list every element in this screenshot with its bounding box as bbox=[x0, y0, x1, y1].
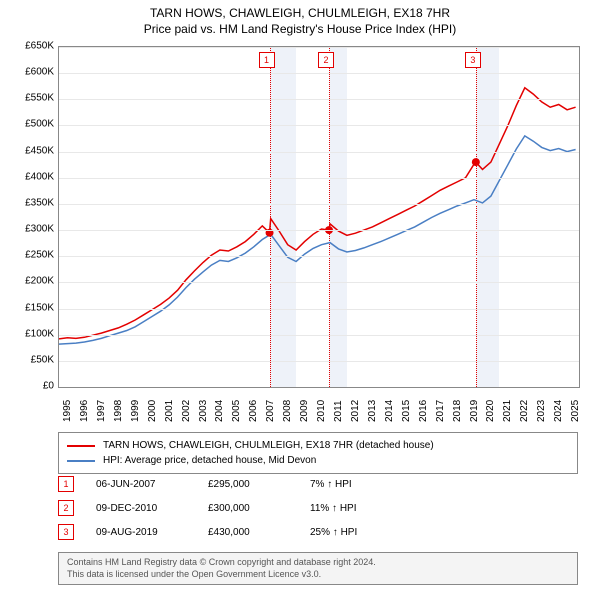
chart-title-block: TARN HOWS, CHAWLEIGH, CHULMLEIGH, EX18 7… bbox=[0, 0, 600, 37]
x-tick-label: 1997 bbox=[96, 400, 107, 422]
x-tick-label: 2018 bbox=[452, 400, 463, 422]
x-tick-label: 1998 bbox=[113, 400, 124, 422]
event-marker-box: 1 bbox=[58, 476, 74, 492]
event-diff: 7% ↑ HPI bbox=[310, 479, 400, 490]
y-tick-label: £600K bbox=[25, 67, 54, 78]
y-tick-label: £450K bbox=[25, 145, 54, 156]
x-tick-label: 1996 bbox=[79, 400, 90, 422]
event-date: 06-JUN-2007 bbox=[96, 479, 186, 490]
event-marker-box: 3 bbox=[58, 524, 74, 540]
event-row: 3 09-AUG-2019 £430,000 25% ↑ HPI bbox=[58, 524, 578, 540]
legend-swatch bbox=[67, 445, 95, 447]
event-row: 2 09-DEC-2010 £300,000 11% ↑ HPI bbox=[58, 500, 578, 516]
y-tick-label: £0 bbox=[43, 381, 54, 392]
events-table: 1 06-JUN-2007 £295,000 7% ↑ HPI 2 09-DEC… bbox=[58, 476, 578, 548]
price-chart-container: TARN HOWS, CHAWLEIGH, CHULMLEIGH, EX18 7… bbox=[0, 0, 600, 590]
chart-footer: Contains HM Land Registry data © Crown c… bbox=[58, 552, 578, 585]
x-tick-label: 2014 bbox=[384, 400, 395, 422]
x-tick-label: 2020 bbox=[485, 400, 496, 422]
legend-row: HPI: Average price, detached house, Mid … bbox=[67, 453, 569, 468]
x-tick-label: 2008 bbox=[282, 400, 293, 422]
x-tick-label: 2022 bbox=[519, 400, 530, 422]
x-tick-label: 2019 bbox=[469, 400, 480, 422]
event-date: 09-DEC-2010 bbox=[96, 503, 186, 514]
x-tick-label: 2001 bbox=[164, 400, 175, 422]
legend-swatch bbox=[67, 460, 95, 462]
event-diff: 11% ↑ HPI bbox=[310, 503, 400, 514]
x-tick-label: 2011 bbox=[333, 400, 344, 422]
legend-row: TARN HOWS, CHAWLEIGH, CHULMLEIGH, EX18 7… bbox=[67, 438, 569, 453]
marker-box: 1 bbox=[259, 52, 275, 68]
event-price: £300,000 bbox=[208, 503, 288, 514]
x-tick-label: 2013 bbox=[367, 400, 378, 422]
y-tick-label: £500K bbox=[25, 119, 54, 130]
x-tick-label: 2024 bbox=[553, 400, 564, 422]
event-row: 1 06-JUN-2007 £295,000 7% ↑ HPI bbox=[58, 476, 578, 492]
y-tick-label: £650K bbox=[25, 41, 54, 52]
x-tick-label: 2000 bbox=[147, 400, 158, 422]
chart-legend: TARN HOWS, CHAWLEIGH, CHULMLEIGH, EX18 7… bbox=[58, 432, 578, 474]
x-tick-label: 2015 bbox=[401, 400, 412, 422]
chart-title-main: TARN HOWS, CHAWLEIGH, CHULMLEIGH, EX18 7… bbox=[0, 6, 600, 22]
event-marker-box: 2 bbox=[58, 500, 74, 516]
x-tick-label: 2021 bbox=[502, 400, 513, 422]
y-tick-label: £400K bbox=[25, 171, 54, 182]
x-tick-label: 2025 bbox=[570, 400, 581, 422]
chart-title-sub: Price paid vs. HM Land Registry's House … bbox=[0, 22, 600, 38]
x-tick-label: 2007 bbox=[265, 400, 276, 422]
x-tick-label: 2005 bbox=[231, 400, 242, 422]
x-tick-label: 1995 bbox=[62, 400, 73, 422]
y-tick-label: £50K bbox=[31, 354, 54, 365]
x-tick-label: 2023 bbox=[536, 400, 547, 422]
legend-label: TARN HOWS, CHAWLEIGH, CHULMLEIGH, EX18 7… bbox=[103, 438, 434, 453]
y-tick-label: £350K bbox=[25, 197, 54, 208]
chart-lines-svg bbox=[59, 47, 579, 387]
event-date: 09-AUG-2019 bbox=[96, 527, 186, 538]
footer-line: Contains HM Land Registry data © Crown c… bbox=[67, 557, 569, 569]
plot-area bbox=[58, 46, 580, 388]
event-price: £430,000 bbox=[208, 527, 288, 538]
x-tick-label: 2012 bbox=[350, 400, 361, 422]
x-tick-label: 2009 bbox=[299, 400, 310, 422]
event-diff: 25% ↑ HPI bbox=[310, 527, 400, 538]
footer-line: This data is licensed under the Open Gov… bbox=[67, 569, 569, 581]
x-tick-label: 2017 bbox=[435, 400, 446, 422]
x-tick-label: 2010 bbox=[316, 400, 327, 422]
y-tick-label: £100K bbox=[25, 328, 54, 339]
x-tick-label: 2004 bbox=[214, 400, 225, 422]
marker-box: 3 bbox=[465, 52, 481, 68]
x-tick-label: 2016 bbox=[418, 400, 429, 422]
y-tick-label: £300K bbox=[25, 224, 54, 235]
y-tick-label: £550K bbox=[25, 93, 54, 104]
event-price: £295,000 bbox=[208, 479, 288, 490]
y-tick-label: £150K bbox=[25, 302, 54, 313]
x-tick-label: 2002 bbox=[181, 400, 192, 422]
y-tick-label: £200K bbox=[25, 276, 54, 287]
x-tick-label: 2006 bbox=[248, 400, 259, 422]
y-tick-label: £250K bbox=[25, 250, 54, 261]
legend-label: HPI: Average price, detached house, Mid … bbox=[103, 453, 316, 468]
x-tick-label: 1999 bbox=[130, 400, 141, 422]
x-tick-label: 2003 bbox=[198, 400, 209, 422]
marker-box: 2 bbox=[318, 52, 334, 68]
